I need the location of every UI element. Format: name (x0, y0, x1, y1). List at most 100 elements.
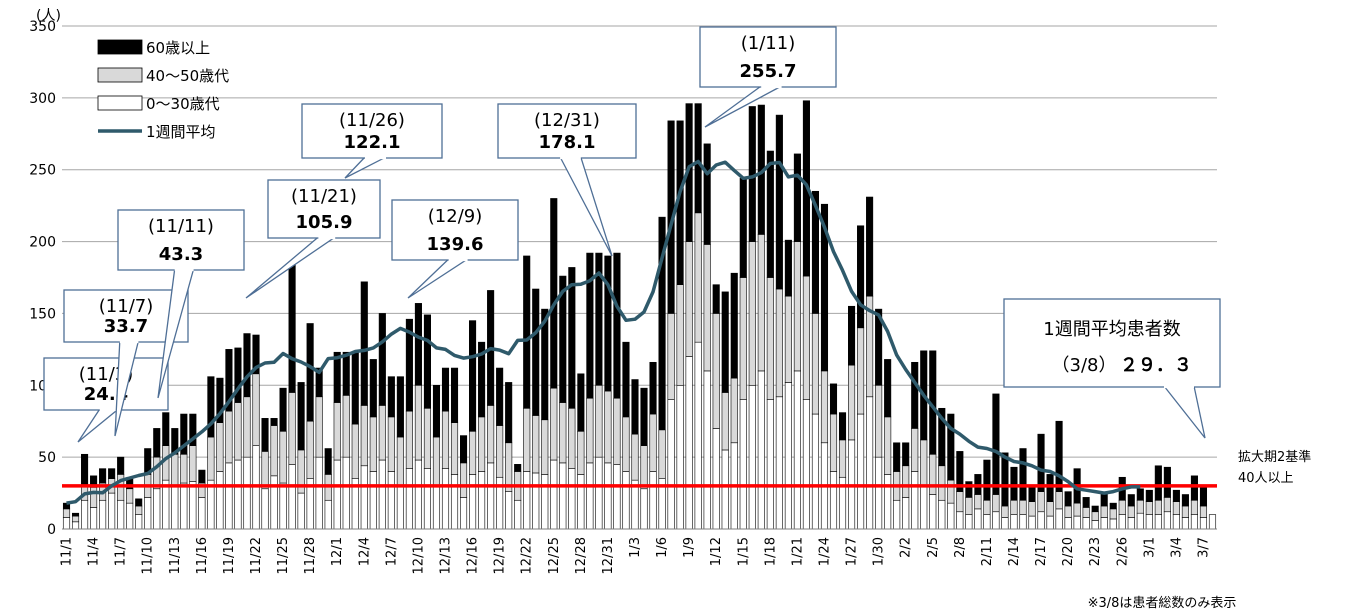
bar-0-30 (595, 456, 603, 530)
bar-0-30 (1145, 514, 1153, 530)
bar-0-30 (902, 497, 910, 530)
bar-0-30 (1064, 517, 1072, 530)
bar-40-50 (315, 396, 323, 458)
bar-60-plus (947, 413, 955, 481)
bar-60-plus (1001, 452, 1009, 507)
bar-40-50 (992, 494, 1000, 513)
bar-0-30 (775, 396, 783, 530)
bar-60-plus (992, 393, 1000, 495)
bar-40-50 (640, 445, 648, 490)
bar-60-plus (1136, 488, 1144, 501)
bar-0-30 (324, 499, 332, 530)
bar-0-30 (108, 492, 116, 530)
bar-40-50 (703, 244, 711, 372)
bar-40-50 (496, 425, 504, 478)
bar-60-plus (405, 318, 413, 412)
x-tick-label: 12/1 (330, 537, 345, 566)
bar-40-50 (911, 428, 919, 472)
bar-0-30 (189, 481, 197, 530)
x-tick-label: 3/7 (1196, 537, 1211, 558)
bar-40-50 (604, 390, 612, 464)
bar-0-30 (992, 511, 1000, 530)
weekly-average-line (66, 159, 1141, 505)
bar-0-30 (857, 413, 865, 530)
bar-60-plus (478, 341, 486, 418)
bar-0-30 (965, 514, 973, 530)
x-tick-label: 12/28 (574, 537, 589, 574)
callout: (1/11) 255.7 (699, 26, 837, 128)
threshold-label-1: 拡大期2基準 (1238, 449, 1311, 465)
x-tick-label: 12/13 (438, 537, 453, 574)
bar-40-50 (90, 487, 98, 508)
bar-40-50 (920, 439, 928, 487)
bar-40-50 (126, 488, 134, 504)
bar-0-30 (1001, 517, 1009, 530)
callout-pointer (77, 408, 121, 443)
bar-0-30 (676, 384, 684, 530)
x-tick-label: 12/31 (601, 537, 616, 574)
bar-40-50 (1001, 505, 1009, 518)
bar-0-30 (541, 474, 549, 530)
x-tick-label: 11/25 (276, 537, 291, 574)
bar-40-50 (1181, 505, 1189, 518)
x-tick-label: 11/10 (141, 537, 156, 574)
bar-60-plus (1091, 505, 1099, 513)
bar-60-plus (811, 190, 820, 314)
summary-pointer (1162, 385, 1206, 439)
bar-60-plus (1037, 433, 1045, 492)
bar-60-plus (270, 418, 278, 426)
summary-box (1003, 298, 1221, 388)
bar-40-50 (1055, 491, 1063, 510)
bar-40-50 (387, 416, 395, 472)
footnote: ※3/8は患者総数のみ表示 (1088, 596, 1237, 611)
bar-0-30 (694, 341, 702, 530)
bar-60-plus (387, 376, 395, 418)
bar-60-plus (875, 308, 883, 386)
bar-40-50 (676, 284, 684, 386)
bar-60-plus (1163, 466, 1171, 498)
bar-0-30 (802, 399, 810, 530)
bar-0-30 (884, 474, 892, 530)
bar-60-plus (721, 291, 729, 393)
bar-0-30 (920, 485, 928, 530)
bar-0-30 (1136, 512, 1144, 530)
bar-0-30 (62, 517, 71, 530)
bar-60-plus (848, 305, 856, 366)
bar-60-plus (153, 428, 161, 458)
x-tick-label: 2/17 (1034, 537, 1049, 566)
legend: 60歳以上 40〜50歳代 0〜30歳代 1週間平均 (97, 39, 229, 141)
bar-60-plus (496, 367, 504, 426)
bar-40-50 (568, 407, 576, 469)
legend-label: 1週間平均 (146, 123, 216, 141)
bar-60-plus (956, 451, 964, 492)
bar-60-plus (1127, 494, 1135, 507)
bar-60-plus (207, 376, 215, 438)
bar-40-50 (523, 407, 531, 472)
bar-60-plus (784, 239, 792, 297)
bar-60-plus (225, 349, 233, 412)
x-tick-label: 2/8 (953, 537, 968, 558)
bar-40-50 (730, 377, 738, 444)
bar-60-plus (911, 361, 919, 429)
bar-0-30 (956, 511, 964, 530)
bar-40-50 (171, 453, 179, 487)
bar-40-50 (829, 413, 838, 472)
bar-60-plus (622, 341, 630, 418)
bar-0-30 (929, 494, 937, 530)
bar-40-50 (748, 241, 756, 386)
bar-60-plus (432, 384, 441, 438)
x-tick-label: 12/4 (357, 537, 372, 566)
bar-0-30 (1199, 517, 1208, 530)
bar-0-30 (405, 468, 413, 530)
bar-0-30 (396, 485, 404, 530)
x-tick-label: 1/24 (817, 537, 832, 566)
bar-60-plus (829, 383, 838, 415)
bar-60-plus (333, 351, 341, 403)
bar-40-50 (667, 313, 675, 400)
bar-60-plus (613, 252, 621, 399)
bar-0-30 (261, 488, 269, 530)
bar-60-plus (884, 359, 892, 418)
bar-60-plus (712, 284, 720, 314)
bar-40-50 (450, 422, 459, 475)
bar-40-50 (189, 445, 197, 482)
